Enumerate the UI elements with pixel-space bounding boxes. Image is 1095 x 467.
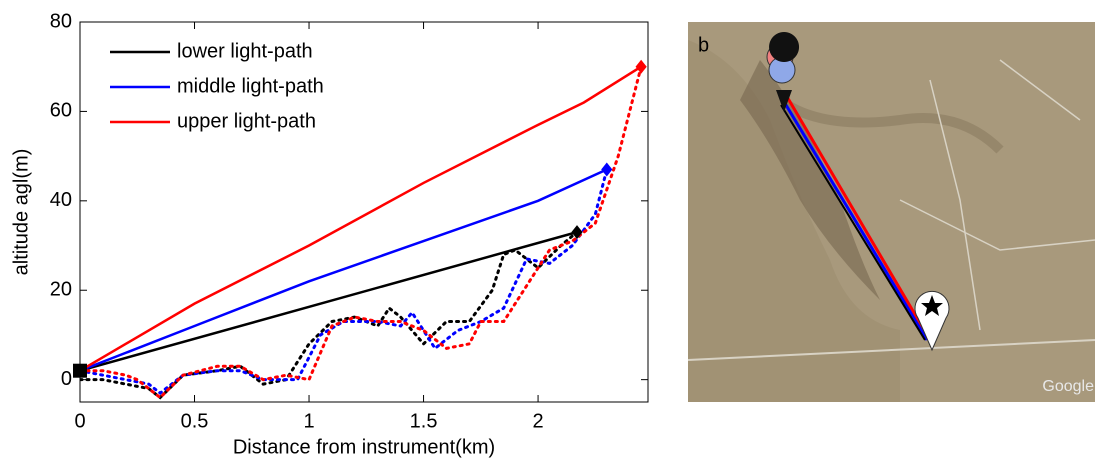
satellite-map bbox=[687, 22, 1095, 402]
profile-line bbox=[80, 65, 643, 400]
marker bbox=[571, 225, 583, 240]
plot-content bbox=[80, 65, 643, 400]
legend-label: lower light-path bbox=[177, 40, 313, 62]
y-axis-label: altitude agl(m) bbox=[10, 149, 32, 276]
light-path-line bbox=[80, 65, 642, 372]
marker bbox=[601, 162, 613, 177]
y-tick-label: 0 bbox=[61, 368, 72, 390]
x-tick-label: 0.5 bbox=[181, 410, 209, 432]
profile-line bbox=[80, 168, 609, 395]
y-tick-label: 40 bbox=[50, 189, 72, 211]
plot-area bbox=[79, 21, 649, 403]
attribution: Google bbox=[1042, 378, 1094, 395]
x-tick-label: 1.5 bbox=[410, 410, 438, 432]
marker bbox=[635, 59, 647, 74]
x-tick-label: 2 bbox=[533, 410, 544, 432]
y-tick-label: 20 bbox=[50, 279, 72, 301]
marker bbox=[73, 363, 87, 378]
x-tick-label: 1 bbox=[303, 410, 314, 432]
x-tick-label: 0 bbox=[74, 410, 85, 432]
panel-label: b bbox=[698, 34, 709, 56]
light-path-line bbox=[80, 168, 608, 372]
y-tick-label: 60 bbox=[50, 100, 72, 122]
profile-line bbox=[80, 230, 579, 400]
x-axis-label: Distance from instrument(km) bbox=[233, 436, 495, 458]
legend-label: middle light-path bbox=[177, 75, 324, 97]
y-tick-label: 80 bbox=[50, 10, 72, 32]
light-path-line bbox=[80, 230, 578, 372]
legend-label: upper light-path bbox=[177, 110, 316, 132]
